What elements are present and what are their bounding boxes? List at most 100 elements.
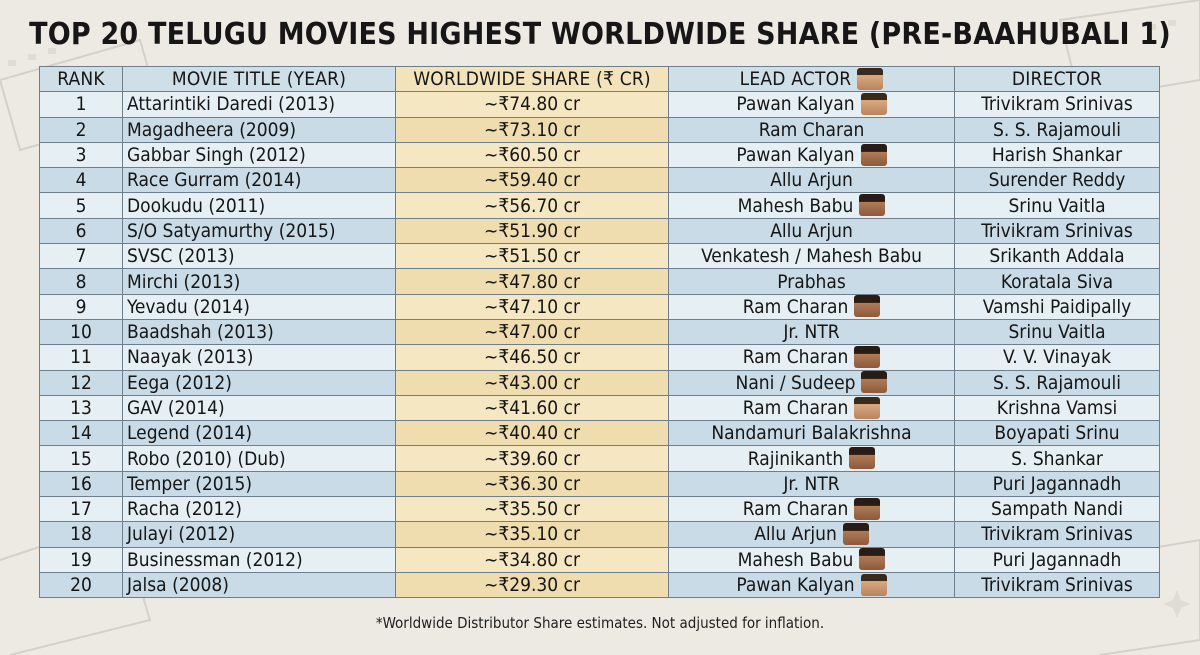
movie-title-cell: Eega (2012) (122, 369, 396, 396)
header-movie-title: MOVIE TITLE (YEAR) (122, 65, 396, 93)
table-row: 15 Robo (2010) (Dub) ~₹39.60 cr Rajinikanth… (39, 445, 1160, 472)
director-cell: Trivikram Srinivas (954, 521, 1160, 548)
rank-cell: 18 (39, 521, 123, 548)
rank-cell: 15 (39, 445, 123, 472)
lead-actor-cell: Pawan Kalyan (668, 571, 955, 599)
lead-actor-name: Prabhas (777, 270, 846, 293)
table-row: 17 Racha (2012) ~₹35.50 cr Ram Charan Sampat… (39, 496, 1160, 523)
worldwide-share-cell: ~₹60.50 cr (395, 141, 669, 169)
table-row: 18 Julayi (2012) ~₹35.10 cr Allu Arjun Trivi… (39, 521, 1160, 548)
lead-actor-cell: Jr. NTR (668, 318, 955, 346)
worldwide-share-cell: ~₹47.00 cr (395, 318, 669, 346)
lead-actor-cell: Venkatesh / Mahesh Babu (668, 243, 955, 270)
movie-title-cell: Legend (2014) (122, 420, 396, 447)
lead-actor-cell: Allu Arjun (668, 167, 955, 194)
lead-actor-name: Rajinikanth (747, 447, 844, 470)
lead-actor-cell: Pawan Kalyan (668, 141, 955, 169)
table-row: 11 Naayak (2013) ~₹46.50 cr Ram Charan V. V.… (39, 344, 1160, 371)
actor-photo-icon (854, 396, 881, 419)
movie-title-cell: Mirchi (2013) (122, 268, 396, 295)
header-worldwide-share: WORLDWIDE SHARE (₹ CR) (395, 65, 669, 93)
worldwide-share-cell: ~₹73.10 cr (395, 116, 669, 143)
actor-photo-icon (857, 67, 884, 90)
director-cell: S. S. Rajamouli (954, 369, 1160, 396)
actor-photo-icon (854, 497, 881, 520)
lead-actor-cell: Ram Charan (668, 496, 955, 523)
worldwide-share-cell: ~₹36.30 cr (395, 470, 669, 498)
table-row: 5 Dookudu (2011) ~₹56.70 cr Mahesh Babu Srin… (39, 192, 1160, 219)
worldwide-share-cell: ~₹29.30 cr (395, 571, 669, 599)
rank-cell: 8 (39, 268, 123, 295)
rank-cell: 2 (39, 116, 123, 143)
director-cell: Sampath Nandi (954, 496, 1160, 523)
table-row: 8 Mirchi (2013) ~₹47.80 cr Prabhas Koratala … (39, 268, 1160, 295)
director-cell: Boyapati Srinu (954, 420, 1160, 447)
movie-title-cell: Magadheera (2009) (122, 116, 396, 143)
lead-actor-cell: Ram Charan (668, 293, 955, 320)
rank-cell: 3 (39, 141, 123, 169)
actor-photo-icon (860, 92, 887, 115)
lead-actor-name: Ram Charan (742, 346, 849, 369)
table-row: 2 Magadheera (2009) ~₹73.10 cr Ram Charan S.… (39, 116, 1160, 143)
lead-actor-name: Ram Charan (742, 498, 849, 521)
lead-actor-cell: Prabhas (668, 268, 955, 295)
rank-cell: 11 (39, 344, 123, 371)
rank-cell: 19 (39, 546, 123, 573)
lead-actor-cell: Jr. NTR (668, 470, 955, 498)
worldwide-share-cell: ~₹43.00 cr (395, 369, 669, 396)
rank-cell: 12 (39, 369, 123, 396)
table-row: 1 Attarintiki Daredi (2013) ~₹74.80 cr Pawa… (39, 91, 1160, 118)
actor-photo-icon (860, 143, 887, 166)
lead-actor-name: Allu Arjun (754, 523, 837, 546)
movie-title-cell: Gabbar Singh (2012) (122, 141, 396, 169)
table-row: 3 Gabbar Singh (2012) ~₹60.50 cr Pawan Kaly… (39, 141, 1160, 169)
lead-actor-cell: Mahesh Babu (668, 546, 955, 573)
table-row: 20 Jalsa (2008) ~₹29.30 cr Pawan Kalyan Triv… (39, 571, 1160, 599)
worldwide-share-cell: ~₹51.90 cr (395, 217, 669, 245)
movie-title-cell: S/O Satyamurthy (2015) (122, 217, 396, 245)
footnote: *Worldwide Distributor Share estimates. … (375, 614, 825, 632)
worldwide-share-cell: ~₹34.80 cr (395, 546, 669, 573)
actor-photo-icon (842, 522, 869, 545)
movie-title-cell: Dookudu (2011) (122, 192, 396, 219)
worldwide-share-cell: ~₹59.40 cr (395, 167, 669, 194)
worldwide-share-cell: ~₹51.50 cr (395, 243, 669, 270)
worldwide-share-cell: ~₹41.60 cr (395, 394, 669, 422)
director-cell: Surender Reddy (954, 167, 1160, 194)
rank-cell: 16 (39, 470, 123, 498)
director-cell: S. Shankar (954, 445, 1160, 472)
movie-title-cell: Robo (2010) (Dub) (122, 445, 396, 472)
header-lead-actor: LEAD ACTOR (668, 65, 955, 93)
rank-cell: 5 (39, 192, 123, 219)
page-title: TOP 20 TELUGU MOVIES HIGHEST WORLDWIDE S… (29, 17, 1171, 52)
lead-actor-name: Nani / Sudeep (735, 371, 856, 394)
lead-actor-name: Allu Arjun (770, 219, 853, 242)
lead-actor-name: Ram Charan (742, 397, 849, 419)
director-cell: S. S. Rajamouli (954, 116, 1160, 143)
director-cell: Trivikram Srinivas (954, 571, 1160, 599)
director-cell: Puri Jagannadh (954, 470, 1160, 498)
table-row: 16 Temper (2015) ~₹36.30 cr Jr. NTR Puri Jag… (39, 470, 1160, 498)
worldwide-share-cell: ~₹40.40 cr (395, 420, 669, 447)
rank-cell: 13 (39, 394, 123, 422)
director-cell: Trivikram Srinivas (954, 91, 1160, 118)
movie-title-cell: Racha (2012) (122, 496, 396, 523)
lead-actor-cell: Nandamuri Balakrishna (668, 420, 955, 447)
rank-cell: 1 (39, 91, 123, 118)
movie-title-cell: Julayi (2012) (122, 521, 396, 548)
worldwide-share-cell: ~₹46.50 cr (395, 344, 669, 371)
table-row: 12 Eega (2012) ~₹43.00 cr Nani / Sudeep S. S… (39, 369, 1160, 396)
rank-cell: 7 (39, 243, 123, 270)
lead-actor-cell: Allu Arjun (668, 521, 955, 548)
lead-actor-cell: Ram Charan (668, 394, 955, 422)
movie-title-cell: Naayak (2013) (122, 344, 396, 371)
lead-actor-name: Mahesh Babu (737, 548, 854, 571)
movie-title-cell: Race Gurram (2014) (122, 167, 396, 194)
director-cell: Srinu Vaitla (954, 318, 1160, 346)
director-cell: Srikanth Addala (954, 243, 1160, 270)
worldwide-share-cell: ~₹39.60 cr (395, 445, 669, 472)
table-row: 4 Race Gurram (2014) ~₹59.40 cr Allu Arjun S… (39, 167, 1160, 194)
movie-title-cell: Jalsa (2008) (122, 571, 396, 599)
director-cell: Srinu Vaitla (954, 192, 1160, 219)
lead-actor-name: Mahesh Babu (737, 194, 854, 217)
